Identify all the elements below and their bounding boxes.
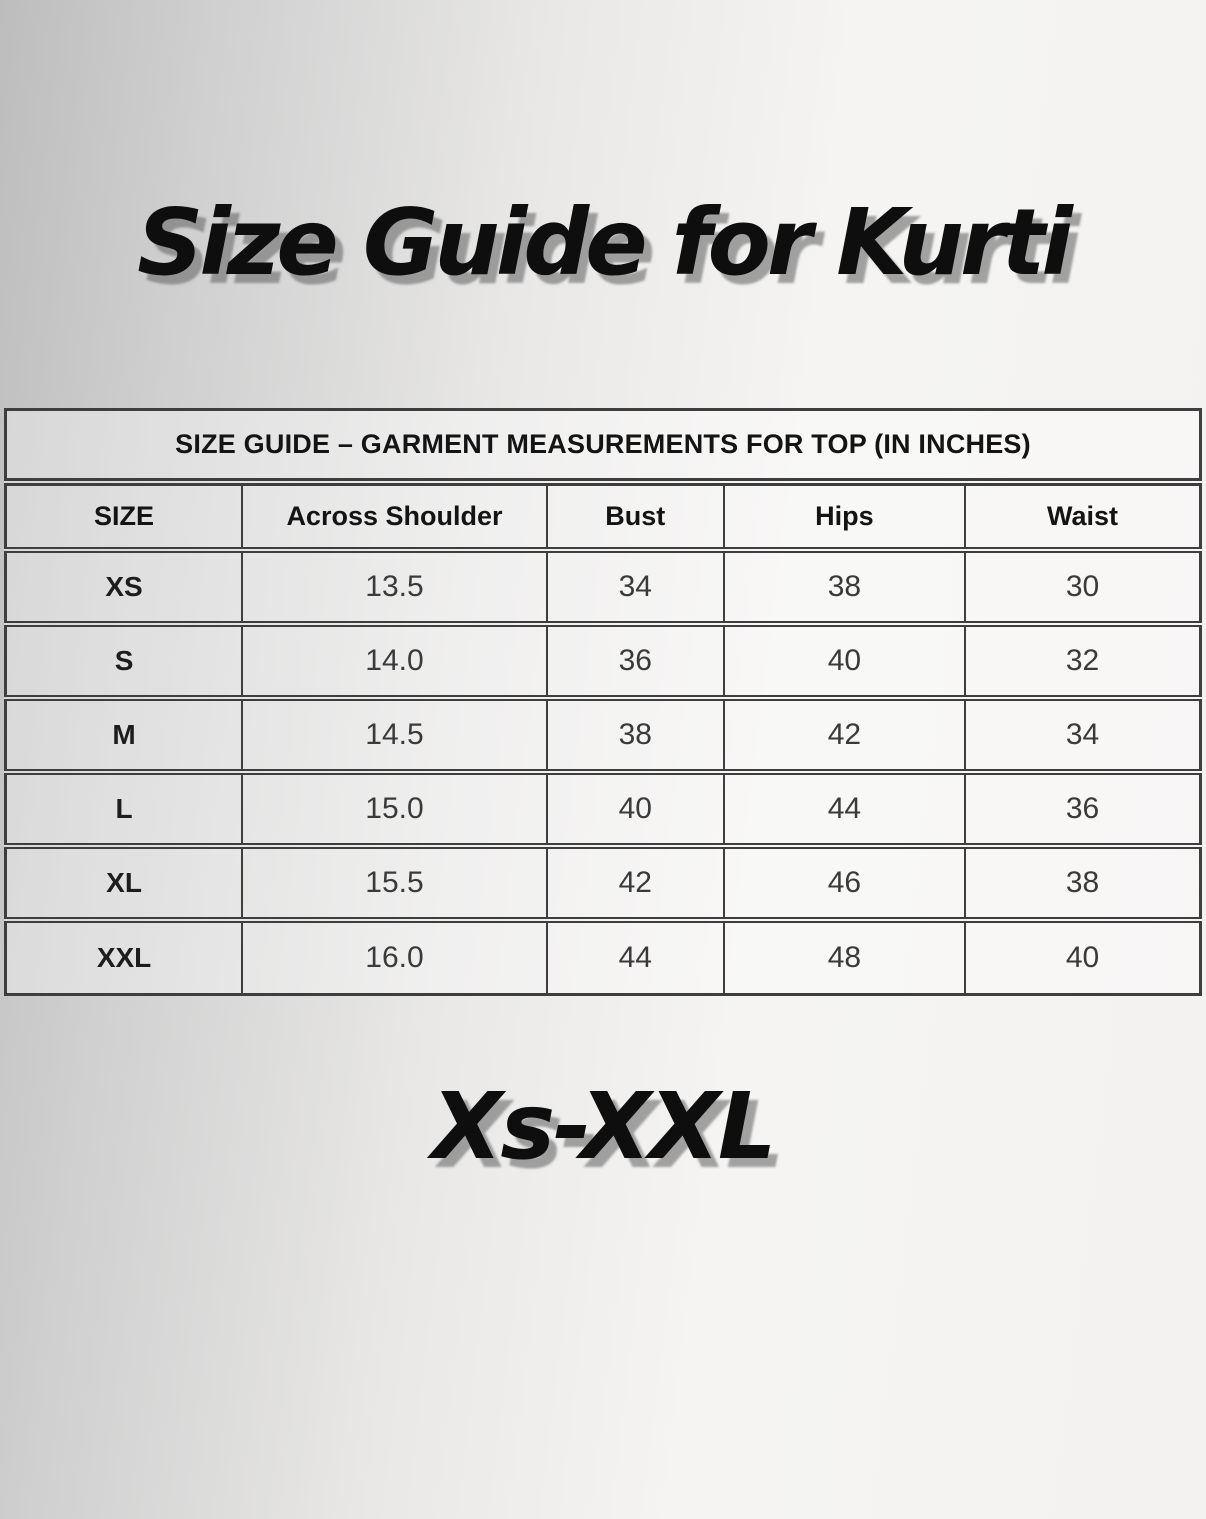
- across-shoulder-cell: 14.0: [241, 621, 548, 700]
- table-caption: SIZE GUIDE – GARMENT MEASUREMENTS FOR TO…: [4, 408, 1202, 484]
- size-cell: XL: [4, 843, 244, 922]
- table-row-xl: XL 15.5 42 46 38: [4, 843, 1202, 922]
- size-guide-page: Size Guide for Kurti SIZE GUIDE – GARMEN…: [0, 190, 1206, 1177]
- size-cell: XS: [4, 547, 244, 626]
- bust-cell: 42: [545, 843, 725, 922]
- across-shoulder-cell: 14.5: [241, 695, 548, 774]
- column-header-size: SIZE: [4, 478, 244, 552]
- size-cell: M: [4, 695, 244, 774]
- hips-cell: 38: [722, 547, 967, 626]
- table-row-s: S 14.0 36 40 32: [4, 621, 1202, 700]
- waist-cell: 38: [964, 843, 1202, 922]
- column-header-bust: Bust: [545, 478, 725, 552]
- hips-cell: 48: [722, 917, 967, 996]
- bust-cell: 44: [545, 917, 725, 996]
- waist-cell: 40: [964, 917, 1202, 996]
- waist-cell: 34: [964, 695, 1202, 774]
- waist-cell: 32: [964, 621, 1202, 700]
- column-header-across-shoulder: Across Shoulder: [241, 478, 548, 552]
- table-row-xs: XS 13.5 34 38 30: [4, 547, 1202, 626]
- size-cell: XXL: [4, 917, 244, 996]
- column-header-waist: Waist: [964, 478, 1202, 552]
- table-row-m: M 14.5 38 42 34: [4, 695, 1202, 774]
- size-range-label: Xs-XXL: [431, 1072, 776, 1180]
- across-shoulder-cell: 16.0: [241, 917, 548, 996]
- hips-cell: 46: [722, 843, 967, 922]
- table-caption-row: SIZE GUIDE – GARMENT MEASUREMENTS FOR TO…: [4, 408, 1202, 484]
- across-shoulder-cell: 13.5: [241, 547, 548, 626]
- size-cell: L: [4, 769, 244, 848]
- bust-cell: 34: [545, 547, 725, 626]
- page-title: Size Guide for Kurti: [137, 189, 1073, 296]
- bust-cell: 36: [545, 621, 725, 700]
- size-guide-table: SIZE GUIDE – GARMENT MEASUREMENTS FOR TO…: [4, 407, 1202, 996]
- hips-cell: 42: [722, 695, 967, 774]
- across-shoulder-cell: 15.5: [241, 843, 548, 922]
- table-header-row: SIZE Across Shoulder Bust Hips Waist: [4, 478, 1202, 552]
- waist-cell: 30: [964, 547, 1202, 626]
- table-row-xxl: XXL 16.0 44 48 40: [4, 917, 1202, 996]
- column-header-hips: Hips: [722, 478, 967, 552]
- across-shoulder-cell: 15.0: [241, 769, 548, 848]
- waist-cell: 36: [964, 769, 1202, 848]
- bust-cell: 40: [545, 769, 725, 848]
- bust-cell: 38: [545, 695, 725, 774]
- table-row-l: L 15.0 40 44 36: [4, 769, 1202, 848]
- hips-cell: 40: [722, 621, 967, 700]
- hips-cell: 44: [722, 769, 967, 848]
- size-cell: S: [4, 621, 244, 700]
